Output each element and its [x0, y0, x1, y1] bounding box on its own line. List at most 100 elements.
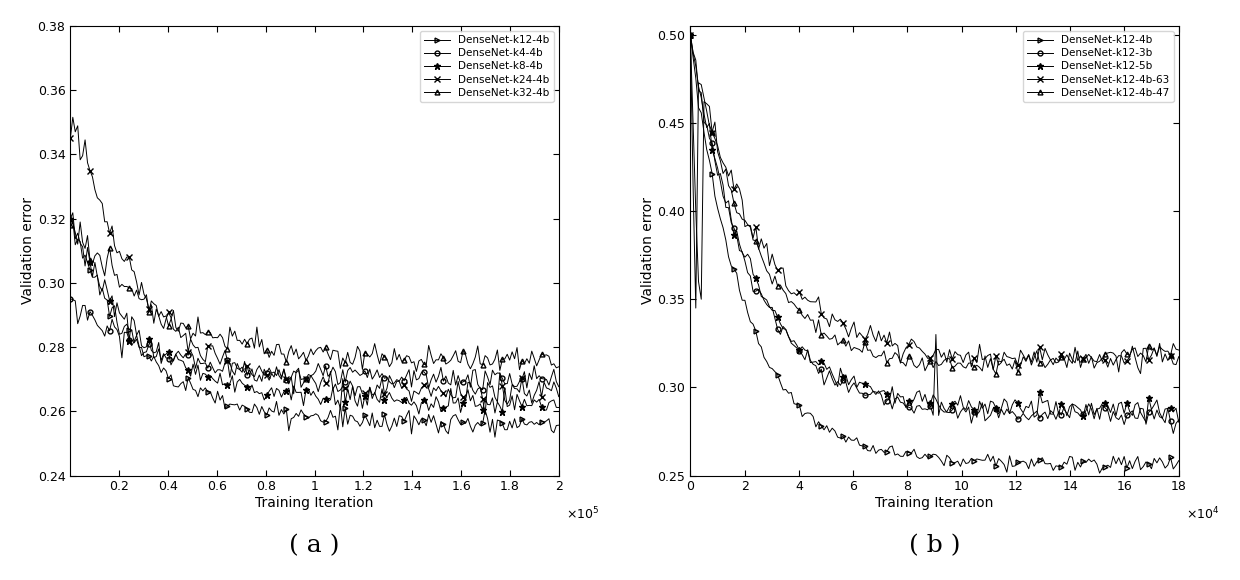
DenseNet-k12-5b: [1172, 419, 1187, 426]
Y-axis label: Validation error: Validation error: [641, 197, 655, 304]
DenseNet-k12-4b-63: [683, 31, 698, 38]
DenseNet-k8-4b: [552, 404, 567, 411]
DenseNet-k32-4b: [552, 363, 567, 370]
DenseNet-k12-4b: [683, 31, 698, 38]
DenseNet-k4-4b: [92, 325, 107, 332]
DenseNet-k12-4b-47: [1120, 351, 1135, 358]
DenseNet-k32-4b: [196, 329, 211, 336]
DenseNet-k4-4b: [512, 378, 527, 385]
DenseNet-k12-4b-47: [784, 298, 799, 305]
DenseNet-k12-4b: [1158, 465, 1173, 472]
DenseNet-k12-4b-47: [988, 371, 1003, 378]
Line: DenseNet-k24-4b: DenseNet-k24-4b: [67, 114, 562, 418]
DenseNet-k12-4b-63: [1172, 353, 1187, 360]
DenseNet-k8-4b: [86, 273, 100, 280]
DenseNet-k32-4b: [94, 263, 109, 270]
DenseNet-k12-5b: [1154, 415, 1169, 422]
DenseNet-k24-4b: [477, 411, 492, 418]
DenseNet-k12-4b-63: [1158, 350, 1173, 357]
DenseNet-k12-4b: [1120, 465, 1135, 472]
DenseNet-k12-4b-63: [1117, 360, 1132, 367]
DenseNet-k4-4b: [83, 308, 98, 315]
DenseNet-k12-4b: [1172, 457, 1187, 464]
DenseNet-k4-4b: [154, 357, 169, 364]
DenseNet-k32-4b: [409, 368, 424, 375]
Legend: DenseNet-k12-4b, DenseNet-k4-4b, DenseNet-k8-4b, DenseNet-k24-4b, DenseNet-k32-4: DenseNet-k12-4b, DenseNet-k4-4b, DenseNe…: [419, 31, 553, 102]
DenseNet-k32-4b: [532, 356, 547, 363]
DenseNet-k8-4b: [66, 209, 81, 216]
DenseNet-k24-4b: [532, 378, 547, 385]
DenseNet-k12-4b-63: [868, 338, 883, 345]
DenseNet-k32-4b: [73, 219, 88, 226]
DenseNet-k24-4b: [94, 200, 109, 207]
DenseNet-k12-3b: [784, 340, 799, 347]
DenseNet-k8-4b: [412, 411, 427, 418]
Text: ( a ): ( a ): [289, 534, 340, 557]
DenseNet-k12-4b-47: [1172, 346, 1187, 353]
DenseNet-k8-4b: [156, 352, 171, 359]
DenseNet-k8-4b: [63, 215, 78, 222]
Line: DenseNet-k12-3b: DenseNet-k12-3b: [688, 32, 1182, 436]
DenseNet-k12-5b: [784, 338, 799, 345]
DenseNet-k32-4b: [515, 357, 529, 364]
DenseNet-k12-4b: [868, 450, 883, 457]
DenseNet-k12-4b: [487, 434, 502, 441]
Line: DenseNet-k4-4b: DenseNet-k4-4b: [68, 296, 562, 392]
DenseNet-k24-4b: [156, 325, 171, 332]
Line: DenseNet-k12-4b: DenseNet-k12-4b: [688, 32, 1182, 476]
DenseNet-k8-4b: [532, 396, 547, 403]
DenseNet-k32-4b: [86, 260, 100, 267]
DenseNet-k12-4b-47: [683, 31, 698, 38]
DenseNet-k12-3b: [683, 31, 698, 38]
DenseNet-k12-5b: [868, 389, 883, 396]
Text: $\times 10^{5}$: $\times 10^{5}$: [565, 506, 599, 523]
DenseNet-k12-4b: [691, 104, 706, 111]
DenseNet-k8-4b: [94, 288, 109, 295]
DenseNet-k12-4b: [83, 266, 98, 273]
DenseNet-k12-3b: [1117, 421, 1132, 428]
Line: DenseNet-k12-4b-47: DenseNet-k12-4b-47: [688, 32, 1182, 376]
DenseNet-k12-4b-63: [691, 278, 706, 285]
DenseNet-k24-4b: [552, 393, 567, 400]
DenseNet-k12-4b-63: [1133, 370, 1148, 377]
Line: DenseNet-k8-4b: DenseNet-k8-4b: [67, 209, 562, 417]
DenseNet-k24-4b: [66, 114, 81, 121]
Text: $\times 10^{4}$: $\times 10^{4}$: [1185, 506, 1219, 523]
DenseNet-k4-4b: [529, 375, 544, 382]
DenseNet-k12-3b: [1154, 415, 1169, 422]
DenseNet-k12-4b-47: [1158, 348, 1173, 355]
DenseNet-k8-4b: [515, 403, 529, 410]
DenseNet-k12-5b: [691, 83, 706, 90]
DenseNet-k12-4b: [740, 309, 755, 316]
DenseNet-k12-4b-47: [740, 221, 755, 228]
DenseNet-k12-4b: [154, 369, 169, 376]
DenseNet-k24-4b: [86, 173, 100, 180]
DenseNet-k12-4b: [784, 389, 799, 396]
X-axis label: Training Iteration: Training Iteration: [875, 496, 993, 510]
DenseNet-k4-4b: [63, 295, 78, 302]
DenseNet-k12-4b-47: [691, 79, 706, 86]
Text: ( b ): ( b ): [909, 534, 960, 557]
DenseNet-k12-4b-47: [868, 354, 883, 361]
DenseNet-k12-4b: [552, 422, 567, 429]
DenseNet-k12-4b: [529, 419, 544, 426]
DenseNet-k12-5b: [1117, 410, 1132, 417]
DenseNet-k24-4b: [63, 135, 78, 142]
Legend: DenseNet-k12-4b, DenseNet-k12-3b, DenseNet-k12-5b, DenseNet-k12-4b-63, DenseNet-: DenseNet-k12-4b, DenseNet-k12-3b, DenseN…: [1023, 31, 1173, 102]
DenseNet-k12-4b-63: [784, 291, 799, 298]
DenseNet-k12-4b: [92, 291, 107, 298]
DenseNet-k4-4b: [193, 360, 208, 367]
DenseNet-k12-3b: [868, 391, 883, 398]
DenseNet-k4-4b: [475, 386, 490, 393]
DenseNet-k12-4b-63: [740, 222, 755, 229]
DenseNet-k32-4b: [63, 222, 78, 229]
DenseNet-k12-4b: [512, 422, 527, 429]
DenseNet-k24-4b: [196, 356, 211, 363]
X-axis label: Training Iteration: Training Iteration: [255, 496, 373, 510]
DenseNet-k12-5b: [683, 31, 698, 38]
DenseNet-k4-4b: [552, 383, 567, 390]
DenseNet-k12-4b: [63, 215, 78, 222]
DenseNet-k12-3b: [691, 87, 706, 94]
DenseNet-k12-3b: [1166, 430, 1180, 437]
Line: DenseNet-k12-5b: DenseNet-k12-5b: [687, 31, 1182, 425]
